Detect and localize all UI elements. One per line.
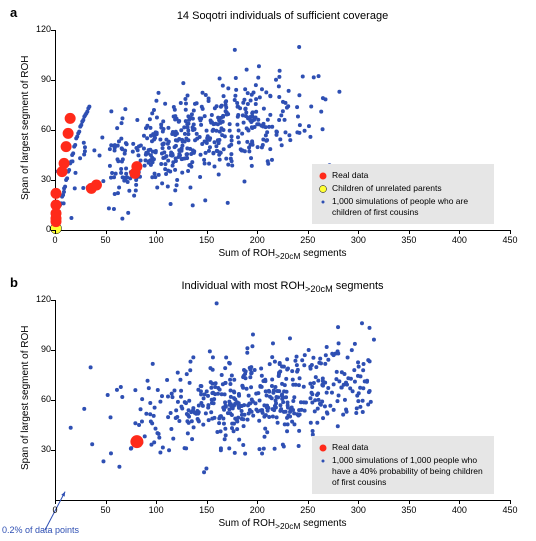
ytick-label: 120 — [27, 294, 51, 304]
xtick-label: 100 — [146, 235, 166, 245]
ytick-label: 60 — [27, 394, 51, 404]
ytick-label: 30 — [27, 174, 51, 184]
xtick-label: 450 — [500, 235, 520, 245]
panel-a-title: 14 Soqotri individuals of sufficient cov… — [55, 10, 510, 22]
xtick-label: 400 — [449, 235, 469, 245]
sub-20cm-b: >20cM — [305, 284, 333, 294]
panel-b-title: Individual with most ROH>20cM segments — [55, 280, 510, 294]
ytick-label: 120 — [27, 24, 51, 34]
ytick-label: 90 — [27, 74, 51, 84]
xtick-label: 450 — [500, 505, 520, 515]
xtick-label: 50 — [96, 505, 116, 515]
xtick-label: 100 — [146, 505, 166, 515]
panel-a-label: a — [10, 5, 17, 20]
xtick-label: 150 — [197, 505, 217, 515]
ytick-label: 90 — [27, 344, 51, 354]
ytick-label: 60 — [27, 124, 51, 134]
xtick-label: 200 — [247, 505, 267, 515]
legend-item-label: Real data — [332, 442, 488, 453]
xtick-label: 250 — [298, 505, 318, 515]
panel-b-xlabel: Sum of ROH>20cM segments — [55, 518, 510, 531]
xtick-label: 250 — [298, 235, 318, 245]
xtick-label: 150 — [197, 235, 217, 245]
xtick-label: 400 — [449, 505, 469, 515]
xtick-label: 300 — [348, 505, 368, 515]
ytick-label: 0 — [27, 224, 51, 234]
legend-item-label: 1,000 simulations of 1,000 people who ha… — [332, 455, 488, 488]
xtick-label: 0 — [45, 505, 65, 515]
legend-b: Real data 1,000 simulations of 1,000 peop… — [312, 436, 494, 494]
xtick-label: 50 — [96, 235, 116, 245]
legend-a: Real data Children of unrelated parents 1,… — [312, 164, 494, 224]
panel-a-xlabel: Sum of ROH>20cM segments — [55, 248, 510, 261]
legend-item-label: 1,000 simulations of people who are chil… — [332, 196, 488, 218]
legend-item-label: Real data — [332, 170, 488, 181]
panel-b-label: b — [10, 275, 18, 290]
xtick-label: 200 — [247, 235, 267, 245]
xtick-label: 0 — [45, 235, 65, 245]
ytick-label: 30 — [27, 444, 51, 454]
figure-root: a 14 Soqotri individuals of sufficient c… — [0, 0, 536, 541]
xtick-label: 350 — [399, 235, 419, 245]
sub-20cm-bx: >20cM — [275, 521, 300, 531]
legend-item-label: Children of unrelated parents — [332, 183, 488, 194]
panel-b-annotation: 0.2% of data points — [2, 525, 79, 535]
xtick-label: 350 — [399, 505, 419, 515]
xtick-label: 300 — [348, 235, 368, 245]
sub-20cm: >20cM — [275, 251, 300, 261]
